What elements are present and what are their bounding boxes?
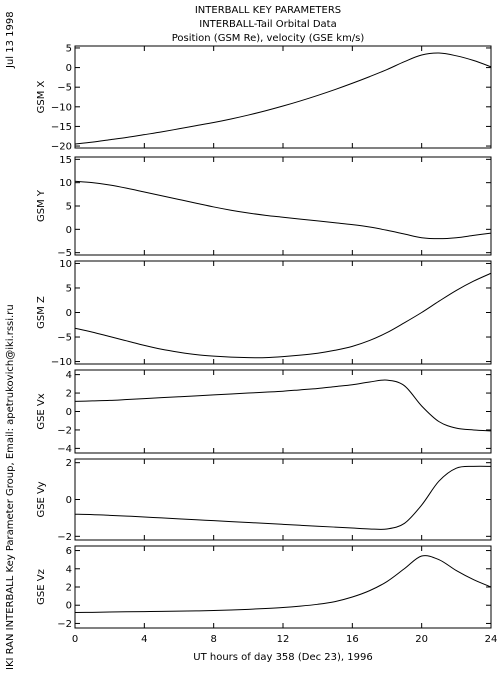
y-tick-label: 2	[66, 389, 72, 400]
y-tick-label: 0	[66, 225, 72, 236]
y-tick-label: −5	[57, 83, 72, 94]
title-line-2: INTERBALL-Tail Orbital Data	[199, 19, 336, 30]
y-tick-label: −15	[51, 122, 72, 133]
series-line	[74, 555, 492, 614]
y-tick-label: 10	[59, 259, 72, 270]
y-tick-label: −5	[57, 333, 72, 344]
x-tick-label: 20	[415, 634, 428, 645]
y-tick-label: −2	[57, 425, 72, 436]
y-tick-label: −5	[57, 248, 72, 259]
panel-1: 5 0 −5 −10 −15 −20 GSM X	[36, 43, 492, 153]
y-tick-label: −2	[57, 619, 72, 630]
y-tick-label: 0	[66, 308, 72, 319]
x-tick-label: 16	[346, 634, 359, 645]
panel-3: 10 5 0 −5 −10 GSM Z	[36, 259, 492, 368]
title-line-1: INTERBALL KEY PARAMETERS	[195, 5, 341, 16]
y-axis-label: GSE Vz	[36, 569, 47, 605]
x-tick-label: 4	[141, 634, 147, 645]
x-tick-label: 0	[72, 634, 78, 645]
x-axis-title: UT hours of day 358 (Dec 23), 1996	[193, 652, 372, 663]
y-axis-label: GSM Z	[36, 296, 47, 329]
y-tick-label: 5	[66, 202, 72, 213]
credit-line: IKI RAN INTERBALL Key Parameter Group, E…	[5, 304, 16, 670]
y-tick-label: 2	[66, 583, 72, 594]
y-tick-label: −20	[51, 142, 72, 153]
y-tick-label: 0	[66, 407, 72, 418]
panel-frame	[74, 45, 492, 149]
y-tick-label: 5	[66, 283, 72, 294]
y-tick-label: 0	[66, 495, 72, 506]
panel-frame	[74, 545, 492, 629]
y-tick-label: −10	[51, 102, 72, 113]
series-line	[74, 52, 492, 145]
panel-frame	[74, 156, 492, 256]
x-tick-label: 24	[485, 634, 498, 645]
series-line	[74, 272, 492, 359]
y-axis-label: GSE Vx	[36, 393, 47, 429]
y-axis-label: GSM Y	[36, 189, 47, 222]
y-tick-label: 2	[66, 458, 72, 469]
y-axis-label: GSM X	[36, 80, 47, 113]
panel-frame	[74, 369, 492, 454]
panel-frame	[74, 260, 492, 365]
y-tick-label: −2	[57, 532, 72, 543]
y-tick-label: −10	[51, 357, 72, 368]
title-line-3: Position (GSM Re), velocity (GSE km/s)	[172, 33, 365, 44]
y-tick-label: 15	[59, 155, 72, 166]
x-tick-label: 8	[210, 634, 216, 645]
y-tick-label: 4	[66, 564, 72, 575]
y-tick-label: 5	[66, 43, 72, 54]
series-line	[74, 379, 492, 432]
panel-4: 4 2 0 −2 −4 GSE Vx	[36, 369, 492, 455]
y-axis-label: GSE Vy	[36, 481, 47, 517]
generation-date: Jul 13 1998	[5, 11, 16, 69]
series-line	[74, 465, 492, 530]
panel-5: 2 0 −2 GSE Vy	[36, 458, 492, 543]
y-tick-label: 6	[66, 546, 72, 557]
x-tick-label: 12	[277, 634, 290, 645]
panel-6: 6 4 2 0 −2 GSE Vz	[36, 545, 492, 630]
y-tick-label: 0	[66, 63, 72, 74]
y-tick-label: 0	[66, 601, 72, 612]
panel-2: 15 10 5 0 −5 GSM Y	[36, 155, 492, 259]
y-tick-label: 4	[66, 370, 72, 381]
y-tick-label: 10	[59, 178, 72, 189]
y-tick-label: −4	[57, 444, 72, 455]
panel-frame	[74, 458, 492, 541]
header: INTERBALL KEY PARAMETERS INTERBALL-Tail …	[172, 5, 365, 44]
series-line	[74, 180, 492, 240]
